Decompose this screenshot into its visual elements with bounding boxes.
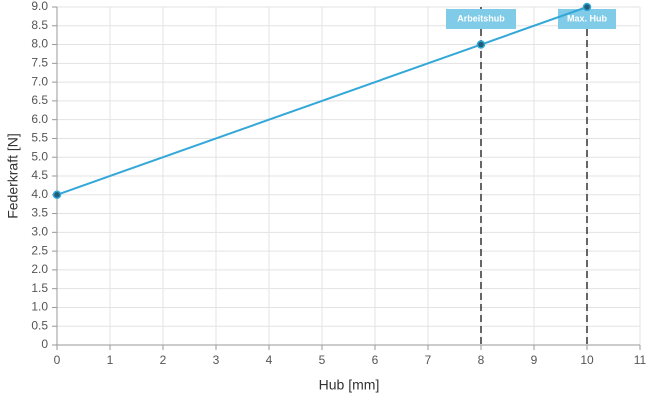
y-tick-label: 1.5 (31, 281, 48, 295)
y-tick-label: 2.5 (31, 243, 48, 257)
x-tick-label: 1 (107, 353, 114, 367)
y-tick-label: 4.5 (31, 168, 48, 182)
x-tick-label: 4 (266, 353, 273, 367)
x-tick-label: 7 (425, 353, 432, 367)
y-tick-label: 9.0 (31, 0, 48, 13)
y-tick-label: 6.5 (31, 93, 48, 107)
y-tick-label: 1.0 (31, 300, 48, 314)
y-tick-label: 7.5 (31, 56, 48, 70)
x-tick-label: 2 (160, 353, 167, 367)
x-tick-label: 0 (54, 353, 61, 367)
y-tick-label: 8.5 (31, 18, 48, 32)
x-axis-label: Hub [mm] (319, 377, 380, 393)
annotation-box (446, 9, 516, 29)
y-tick-label: 7.0 (31, 74, 48, 88)
y-tick-label: 3.5 (31, 206, 48, 220)
y-tick-label: 5.5 (31, 131, 48, 145)
y-tick-label: 8.0 (31, 37, 48, 51)
annotation-box (558, 9, 616, 29)
x-tick-label: 5 (319, 353, 326, 367)
x-tick-label: 6 (372, 353, 379, 367)
point (582, 2, 592, 12)
x-tick-label: 9 (531, 353, 538, 367)
x-tick-label: 11 (634, 353, 647, 367)
y-tick-label: 0.5 (31, 318, 48, 332)
y-axis-label: Federkraft [N] (5, 133, 21, 219)
annotation-label: Max. Hub (567, 13, 608, 23)
x-tick-label: 3 (213, 353, 220, 367)
x-tick-label: 8 (478, 353, 485, 367)
y-tick-label: 2.0 (31, 262, 48, 276)
point (476, 40, 486, 49)
y-tick-label: 6.0 (31, 112, 48, 126)
x-tick-label: 10 (580, 353, 594, 367)
annotation-label: Arbeitshub (457, 13, 505, 23)
y-tick-label: 0 (41, 337, 48, 351)
y-tick-label: 3.0 (31, 225, 48, 239)
y-tick-label: 4.0 (31, 187, 48, 201)
point (52, 190, 62, 200)
y-tick-label: 5.0 (31, 149, 48, 163)
